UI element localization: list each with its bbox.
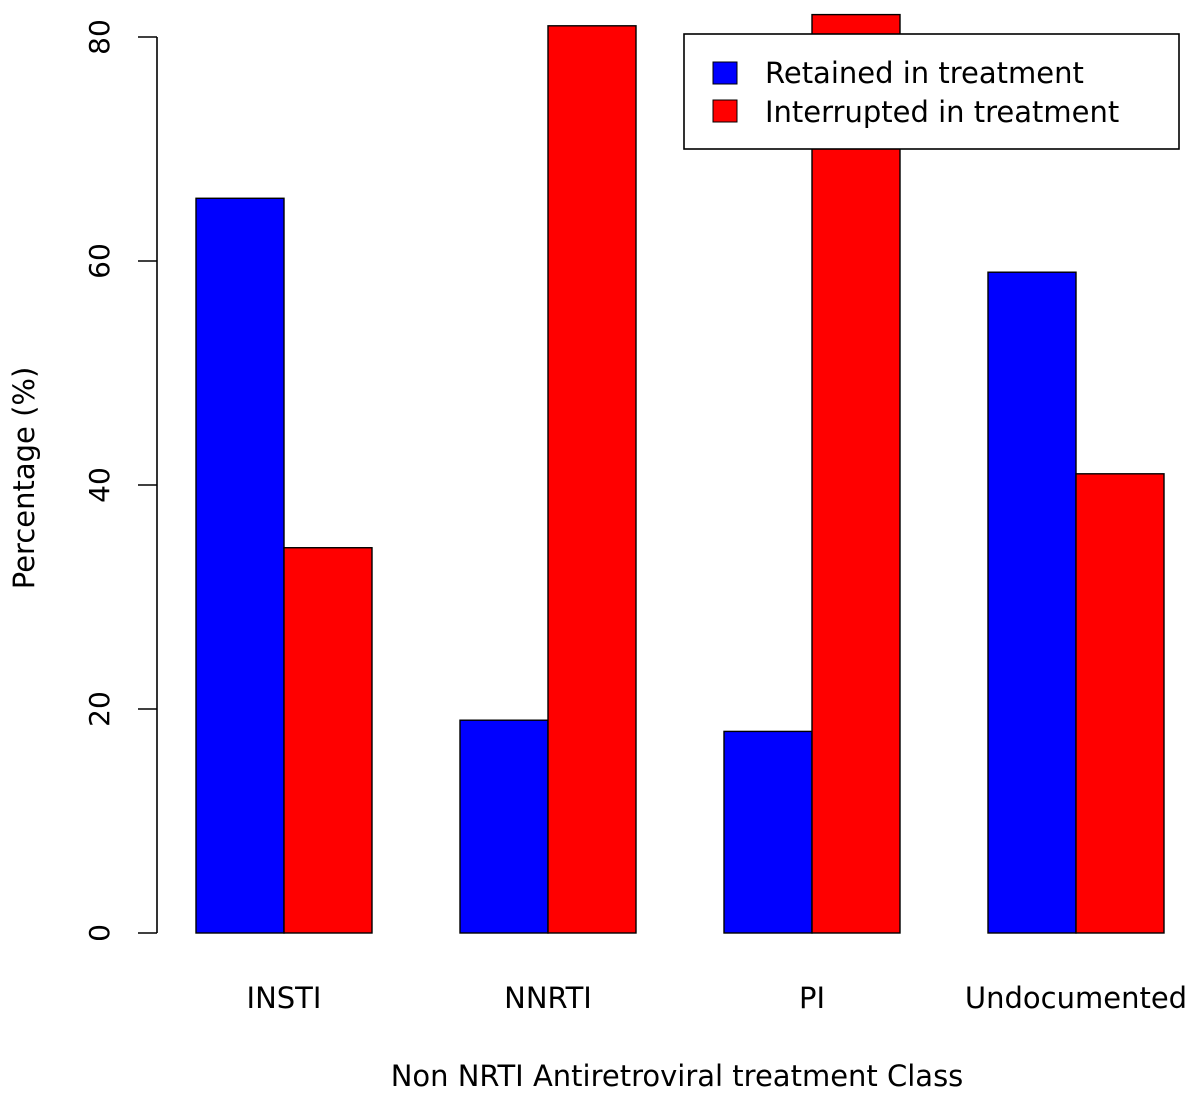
x-category-label: Undocumented [965,981,1187,1015]
y-tick-label: 60 [83,243,116,279]
legend-box [683,33,1180,150]
y-axis: 0 20 40 60 80 [83,19,158,942]
x-category-label: NNRTI [504,981,592,1015]
legend-label-interrupted: Interrupted in treatment [765,95,1119,129]
bar-undocumented-interrupted [1075,473,1165,934]
y-tick-label: 40 [83,467,116,503]
bar-insti-retained [195,197,285,934]
y-tick-label: 0 [83,924,116,942]
bars [195,13,1165,934]
y-axis-title: Percentage (%) [7,367,41,590]
x-category-label: INSTI [247,981,322,1015]
bar-undocumented-retained [987,271,1077,934]
x-category-label: PI [799,981,825,1015]
category-labels: INSTI NNRTI PI Undocumented [247,981,1188,1015]
bar-insti-interrupted [283,547,373,934]
x-axis-title: Non NRTI Antiretroviral treatment Class [391,1059,964,1093]
y-tick-label: 20 [83,691,116,727]
legend-swatch-interrupted [712,99,738,123]
legend-swatch-retained [712,61,738,85]
bar-pi-interrupted [811,13,901,934]
bar-pi-retained [723,730,813,934]
y-tick-label: 80 [83,19,116,55]
legend-label-retained: Retained in treatment [765,56,1084,90]
bar-nnrti-retained [459,719,549,934]
bar-nnrti-interrupted [547,25,637,934]
legend: Retained in treatment Interrupted in tre… [683,33,1180,150]
